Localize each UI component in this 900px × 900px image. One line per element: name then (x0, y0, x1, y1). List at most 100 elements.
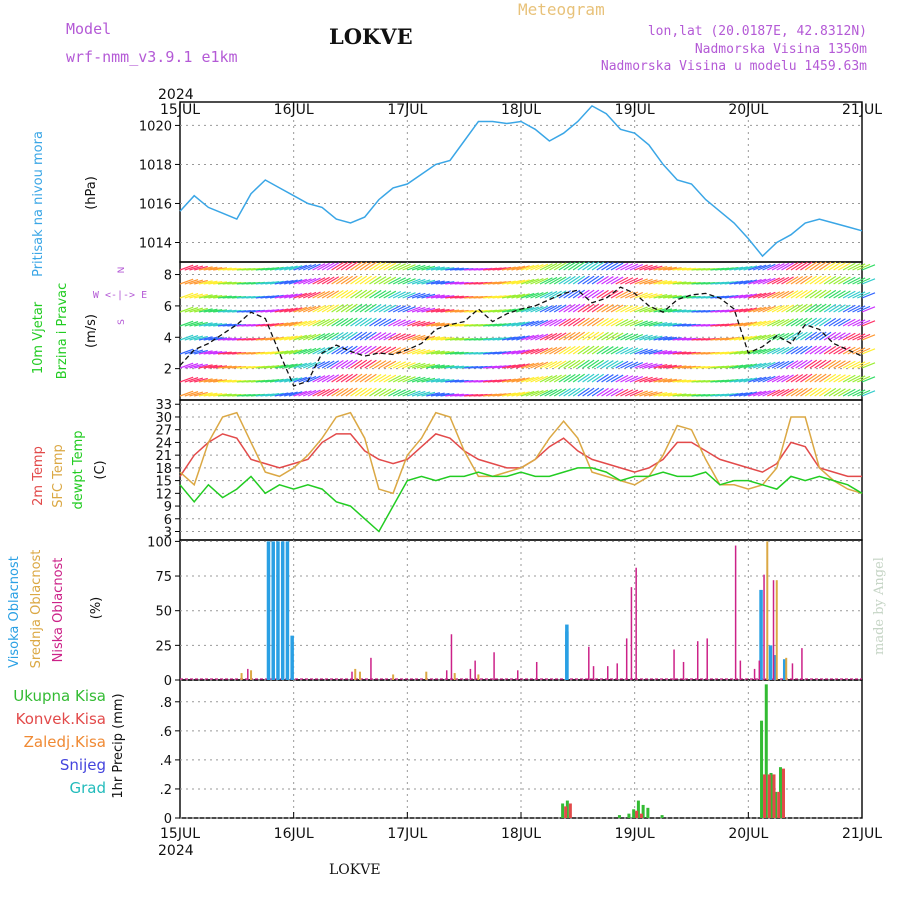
compass-south: S (117, 319, 127, 325)
temp-label: 2m Temp (31, 446, 46, 506)
dewpt-label: dewpt Temp (71, 430, 86, 509)
cloud-bar (588, 646, 590, 680)
panel-frame-4 (179, 679, 863, 819)
precip-bar (561, 803, 565, 818)
cloud-bar (775, 580, 778, 680)
top-time-tick: 17JUL (387, 102, 427, 118)
temp-unit: (C) (93, 460, 108, 479)
station-title: LOKVE (329, 24, 413, 49)
bottom-time-tick: 15JUL (160, 826, 200, 842)
cloud-bar (565, 631, 569, 680)
compass-we: W <-|-> E (93, 290, 147, 301)
y-tick-label: 1014 (139, 236, 172, 251)
y-tick-label: 12 (155, 487, 172, 502)
precip-bar (767, 774, 771, 818)
cloud-bar (266, 541, 271, 680)
cloud-bar (358, 671, 361, 680)
y-tick-label: .2 (160, 783, 172, 798)
cloud-bar (791, 663, 794, 680)
y-tick-label: 27 (155, 424, 172, 439)
y-tick-label: .6 (160, 725, 172, 740)
compass-north: N (117, 267, 127, 274)
y-tick-label: 75 (155, 570, 172, 585)
y-tick-label: 0 (164, 674, 172, 689)
meteogram-title: Meteogram (518, 0, 605, 19)
precip-legend-2: Zaledj.Kisa (24, 733, 106, 751)
bottom-time-tick: 18JUL (501, 826, 541, 842)
bottom-time-tick: 19JUL (615, 826, 655, 842)
temp-line-1 (179, 411, 863, 495)
wind-unit: (m/s) (84, 314, 99, 348)
cloud-bar (768, 645, 773, 680)
cloud-bar (392, 674, 395, 680)
cloud-low-label: Niska Oblacnost (51, 558, 66, 663)
cloud-bar (625, 638, 628, 680)
cloud-bar (696, 641, 699, 680)
y-tick-label: 50 (155, 605, 172, 620)
precip-bar (763, 774, 767, 818)
cloud-bar (290, 635, 294, 680)
cloud-bar (739, 660, 742, 680)
y-tick-label: 6 (164, 300, 172, 315)
cloud-bar (370, 657, 372, 680)
cloud-bar (469, 668, 472, 680)
y-tick-label: 25 (155, 639, 172, 654)
precip-bar (760, 720, 764, 818)
cloud-bar (354, 668, 357, 680)
y-tick-label: 1018 (139, 158, 172, 173)
precip-bar (769, 772, 773, 818)
y-tick-label: 6 (164, 513, 172, 528)
cloud-bar (772, 580, 775, 680)
precip-legend-0: Ukupna Kisa (13, 687, 106, 705)
top-time-tick: 18JUL (501, 102, 541, 118)
model-altitude-text: Nadmorska Visina u modelu 1459.63m (600, 59, 867, 74)
cloud-bar (445, 670, 448, 680)
panel-frame-0 (179, 101, 863, 263)
precip-bar (781, 768, 785, 818)
y-tick-label: 30 (155, 411, 172, 426)
precip-unit: 1hr Precip (mm) (111, 693, 126, 798)
model-value: wrf-nmm_v3.9.1 e1km (66, 48, 238, 66)
top-time-tick: 20JUL (728, 102, 768, 118)
y-tick-label: 3 (164, 526, 172, 541)
cloud-bar (763, 574, 765, 680)
precip-bar (564, 806, 568, 818)
cloud-bar (673, 649, 675, 680)
precip-bar (778, 767, 782, 818)
precip-bar (772, 774, 776, 818)
model-label: Model (66, 20, 112, 38)
bottom-time-tick: 21JUL (842, 826, 882, 842)
bottom-time-tick: 17JUL (387, 826, 427, 842)
wind-barbs (179, 261, 876, 397)
precip-legend-4: Grad (69, 779, 106, 797)
cloud-bar (474, 660, 476, 680)
cloud-bar (477, 674, 480, 680)
cloud-unit: (%) (89, 597, 104, 620)
y-tick-label: 8 (164, 269, 172, 284)
y-tick-label: .4 (160, 754, 172, 769)
pressure-line (179, 104, 863, 258)
cloud-bar (766, 541, 769, 680)
precip-bar (641, 804, 645, 818)
y-tick-label: 4 (164, 331, 172, 346)
precip-bar (646, 807, 650, 818)
temp-line-2 (179, 467, 863, 533)
precip-legend-1: Konvek.Kisa (16, 710, 106, 728)
wind-label-2: Brzina i Pravac (55, 283, 70, 380)
cloud-bar (351, 671, 353, 680)
wind-speed-line (179, 286, 863, 387)
pressure-label: Pritisak na nivou mora (31, 131, 46, 277)
precip-bar (777, 791, 781, 818)
precip-bar (617, 815, 621, 818)
precip-bar (660, 815, 664, 818)
y-tick-label: .8 (160, 696, 172, 711)
y-tick-label: 18 (155, 462, 172, 477)
footer-station: LOKVE (329, 862, 381, 878)
precip-bar (639, 813, 643, 818)
y-tick-label: 24 (155, 436, 172, 451)
top-time-tick: 21JUL (842, 102, 882, 118)
wind-label-1: 10m Vjetar (31, 301, 46, 374)
cloud-bar (250, 670, 253, 680)
precip-bar (774, 791, 778, 818)
